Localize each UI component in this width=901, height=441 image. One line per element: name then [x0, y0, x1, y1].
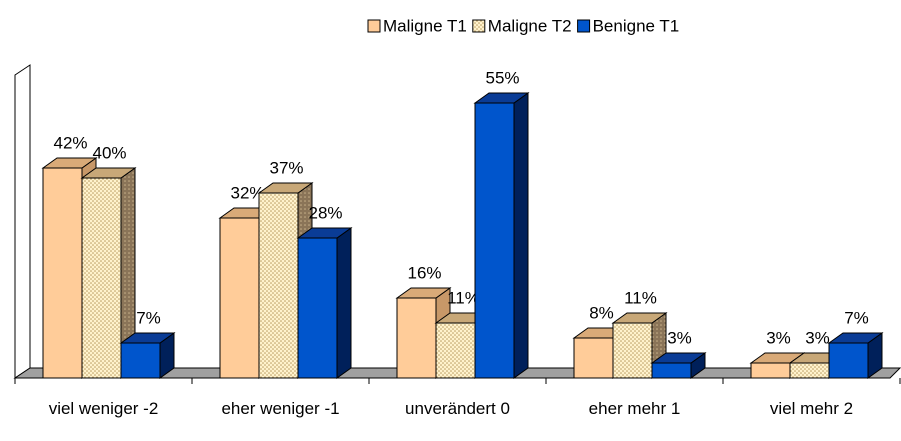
- x-tick-label: eher mehr 1: [588, 399, 681, 418]
- value-label: 3%: [766, 328, 791, 347]
- bar: [435, 322, 476, 379]
- bar: [474, 102, 515, 379]
- legend-swatch: [367, 19, 381, 33]
- bar: [297, 237, 338, 379]
- bar: [81, 177, 122, 379]
- legend-swatch: [472, 19, 486, 33]
- bar: [573, 337, 614, 379]
- value-label: 3%: [805, 328, 830, 347]
- value-label: 28%: [308, 203, 342, 222]
- x-tick-label: unverändert 0: [405, 399, 510, 418]
- bar-side: [336, 227, 352, 379]
- value-label: 37%: [269, 158, 303, 177]
- value-label: 11%: [447, 288, 480, 307]
- legend-swatch: [577, 19, 591, 33]
- value-label: 7%: [844, 308, 869, 327]
- value-label: 32%: [230, 183, 264, 202]
- bar: [120, 342, 161, 379]
- bar: [612, 322, 653, 379]
- value-label: 16%: [407, 263, 441, 282]
- bar-side: [513, 92, 529, 379]
- x-tick-label: viel mehr 2: [769, 399, 854, 418]
- bar: [42, 167, 83, 379]
- bar: [750, 362, 791, 379]
- bar: [651, 362, 692, 379]
- value-label: 40%: [92, 143, 126, 162]
- x-tick-label: viel weniger -2: [48, 399, 159, 418]
- legend-label: Maligne T1: [383, 16, 467, 35]
- bar: [789, 362, 830, 379]
- value-label: 8%: [589, 303, 614, 322]
- value-label: 7%: [136, 308, 161, 327]
- value-label: 11%: [624, 288, 657, 307]
- back-wall: [14, 64, 31, 379]
- value-label: 3%: [667, 328, 692, 347]
- bar: [396, 297, 437, 379]
- legend-label: Benigne T1: [593, 16, 680, 35]
- bar: [219, 217, 260, 379]
- value-label: 55%: [485, 68, 519, 87]
- legend-label: Maligne T2: [488, 16, 572, 35]
- bar: [828, 342, 869, 379]
- value-label: 42%: [53, 133, 87, 152]
- x-tick-label: eher weniger -1: [221, 399, 340, 418]
- bar: [258, 192, 299, 379]
